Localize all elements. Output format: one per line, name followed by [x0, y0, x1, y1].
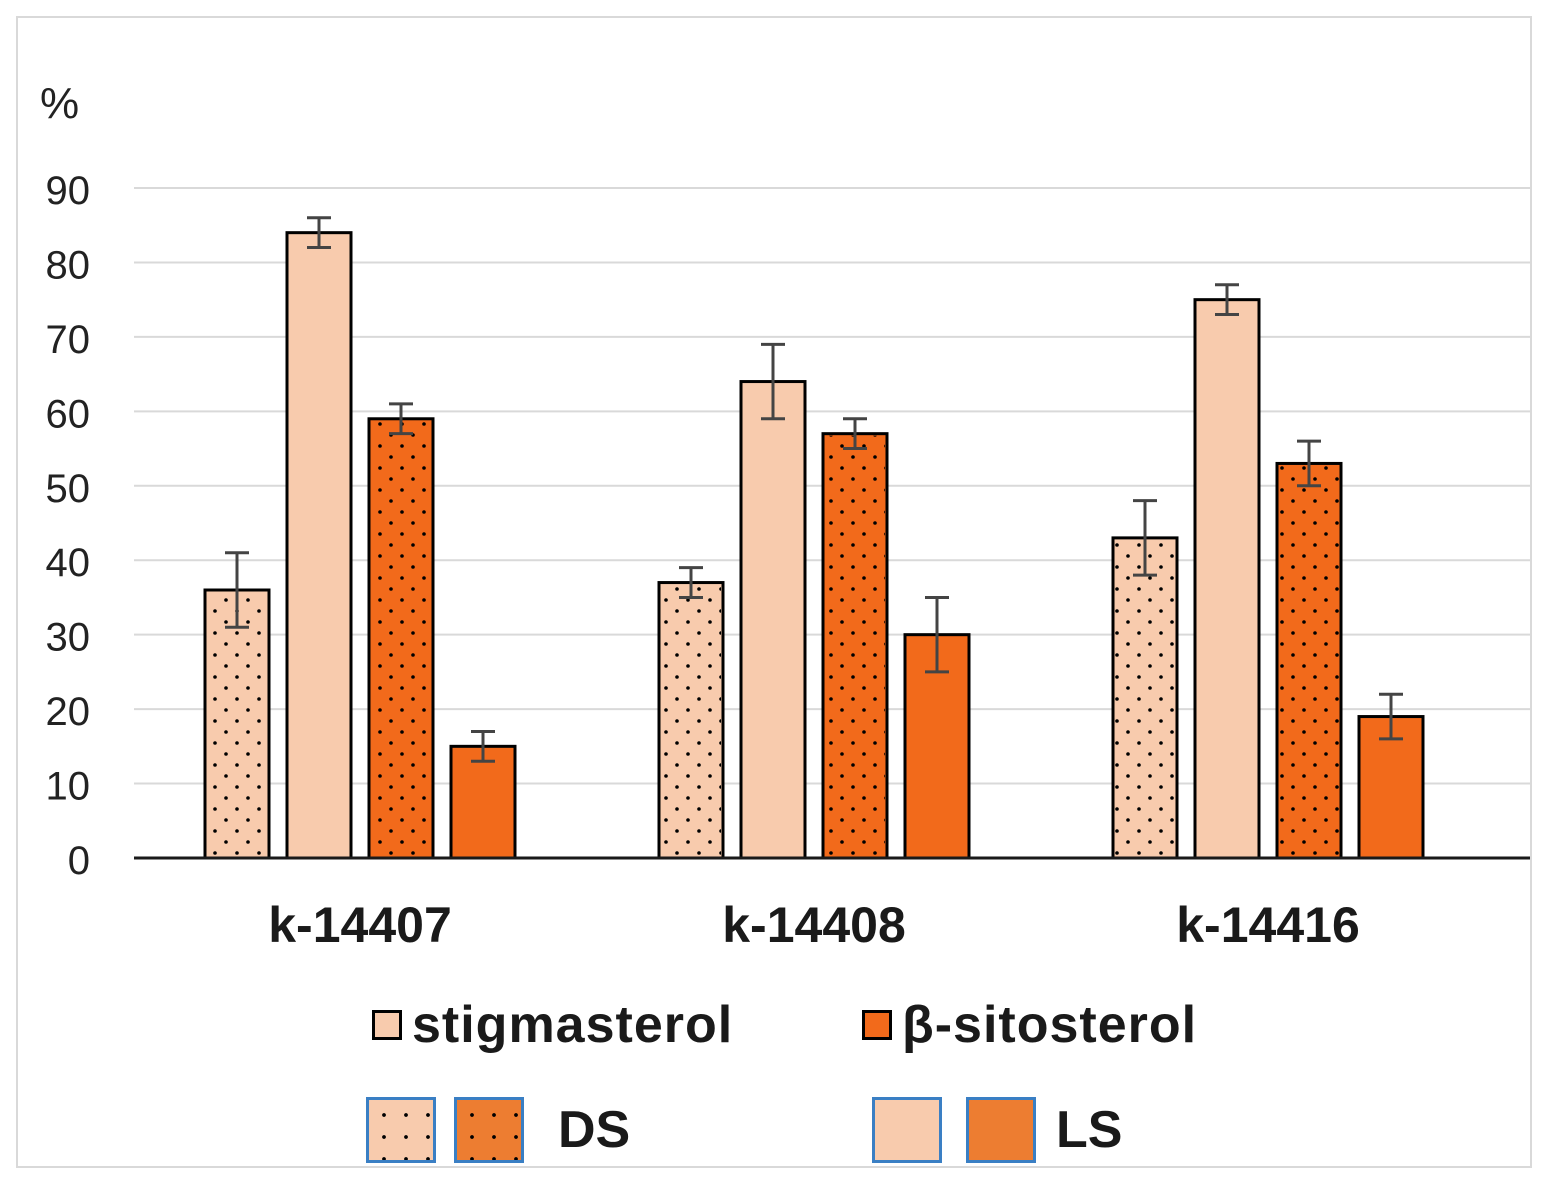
bar-dot-pattern [825, 435, 885, 856]
y-tick-label: 10 [46, 765, 91, 809]
y-tick-label: 40 [46, 541, 91, 585]
legend-swatch-beta-sitosterol [862, 1010, 892, 1040]
y-tick-label: 50 [46, 467, 91, 511]
bar-stigmasterol-ls-k-14416 [1193, 298, 1261, 860]
legend-item-ds: DS [366, 1097, 630, 1163]
legend-label-beta-sitosterol: β-sitosterol [902, 996, 1198, 1054]
legend-label-ls: LS [1056, 1101, 1123, 1159]
y-tick-label: 20 [46, 690, 91, 734]
x-tick-label: k-14407 [268, 897, 452, 953]
legend-swatch-ls-light [872, 1097, 942, 1163]
x-tick-label: k-14408 [722, 897, 906, 953]
legend-swatch-ds-dark [454, 1097, 524, 1163]
x-tick-label: k-14416 [1176, 897, 1360, 953]
y-tick-label: 30 [46, 616, 91, 660]
legend-item-stigmasterol: stigmasterol [372, 995, 733, 1055]
y-tick-label: 60 [46, 392, 91, 436]
y-tick-label: 70 [46, 318, 91, 362]
y-tick-label: 80 [46, 243, 91, 287]
bar-dot-pattern [1115, 539, 1175, 856]
legend-label-ds: DS [558, 1101, 631, 1159]
y-axis-label: % [40, 79, 79, 128]
legend-swatch-stigmasterol [372, 1010, 402, 1040]
bar-dot-pattern [207, 592, 267, 856]
bar-dot-pattern [371, 420, 431, 856]
bar-beta-sitosterol-ls-k-14407 [449, 744, 517, 860]
y-tick-label: 90 [46, 169, 91, 213]
bar-stigmasterol-ls-k-14407 [285, 231, 353, 860]
bar-dot-pattern [661, 584, 721, 856]
legend-swatch-ds-light [366, 1097, 436, 1163]
legend-item-beta-sitosterol: β-sitosterol [862, 995, 1197, 1055]
legend-item-ls: LS [872, 1097, 1122, 1163]
y-tick-label: 0 [68, 839, 90, 883]
legend-label-stigmasterol: stigmasterol [412, 996, 734, 1054]
legend-swatch-ls-dark [966, 1097, 1036, 1163]
bar-dot-pattern [1279, 465, 1339, 856]
bar-stigmasterol-ls-k-14408 [739, 380, 807, 860]
